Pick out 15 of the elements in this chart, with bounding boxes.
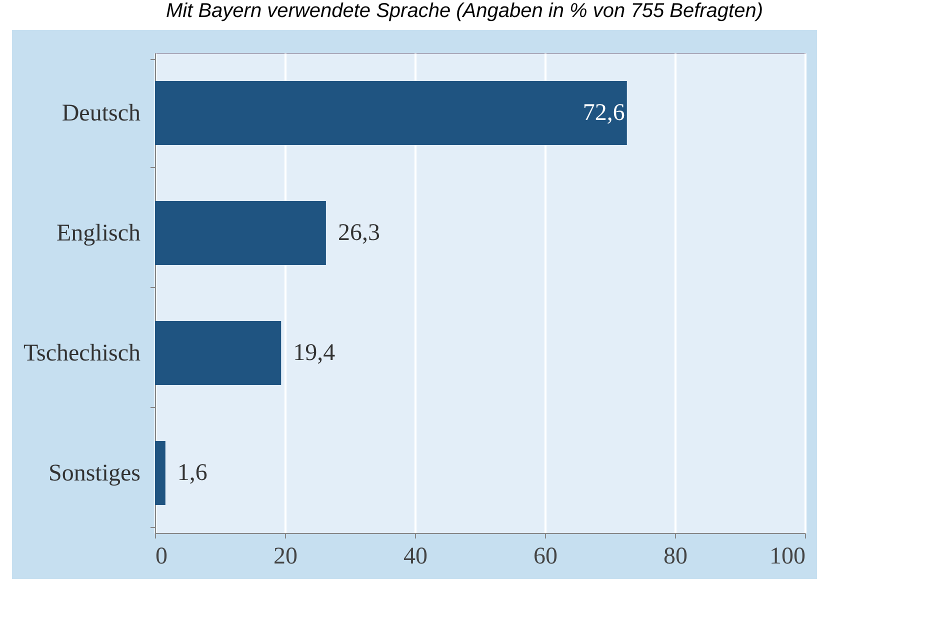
data-label: 19,4 xyxy=(293,340,336,366)
y-tick-label: Sonstiges xyxy=(48,460,140,486)
x-tick-label: 0 xyxy=(156,544,168,570)
chart-title: Mit Bayern verwendete Sprache (Angaben in % von 755 Befragten) xyxy=(164,0,764,24)
x-tick-label: 80 xyxy=(664,544,688,570)
data-label: 72,6 xyxy=(582,100,625,126)
data-label: 26,3 xyxy=(338,220,380,246)
y-tick-label: Englisch xyxy=(56,220,140,246)
y-tick-label: Deutsch xyxy=(62,100,140,126)
x-tick-label: 20 xyxy=(274,544,298,570)
data-label: 1,6 xyxy=(177,460,208,486)
x-tick-label: 100 xyxy=(770,544,806,570)
x-tick-label: 40 xyxy=(404,544,428,570)
y-tick-label: Tschechisch xyxy=(24,340,140,366)
x-tick-label: 60 xyxy=(534,544,558,570)
